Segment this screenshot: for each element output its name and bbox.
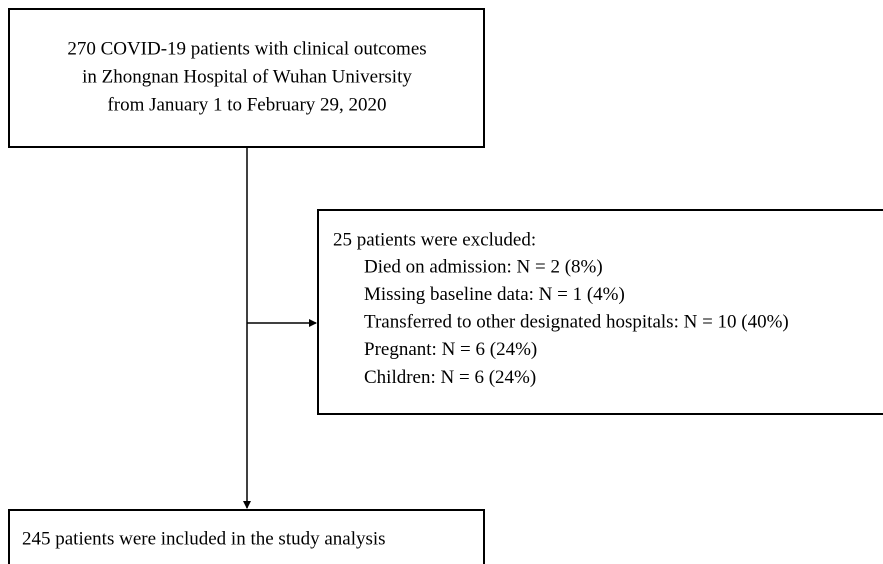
exclusion-item: Missing baseline data: N = 1 (4%) — [364, 284, 625, 305]
exclusion-item: Died on admission: N = 2 (8%) — [364, 256, 603, 277]
exclusion-box — [317, 209, 883, 415]
top-box-line: from January 1 to February 29, 2020 — [107, 94, 386, 115]
top-box-line: in Zhongnan Hospital of Wuhan University — [82, 66, 412, 87]
bottom-box — [8, 509, 485, 564]
exclusion-items: Died on admission: N = 2 (8%) Missing bas… — [364, 256, 789, 387]
exclusion-item: Pregnant: N = 6 (24%) — [364, 339, 537, 360]
exclusion-item: Transferred to other designated hospital… — [364, 312, 789, 333]
top-box-text: 270 COVID-19 patients with clinical outc… — [67, 38, 426, 115]
top-box-line: 270 COVID-19 patients with clinical outc… — [67, 38, 426, 59]
exclusion-item: Children: N = 6 (24%) — [364, 367, 536, 388]
exclusion-heading: 25 patients were excluded: — [333, 229, 536, 250]
bottom-box-text: 245 patients were included in the study … — [22, 528, 386, 549]
